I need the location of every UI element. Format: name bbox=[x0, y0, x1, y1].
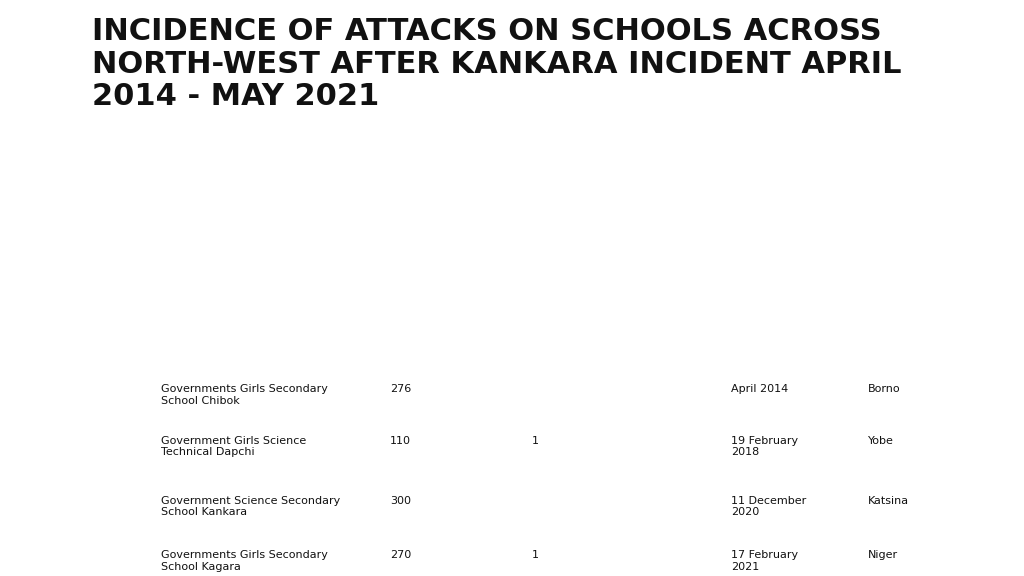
Text: 270: 270 bbox=[390, 550, 412, 560]
Text: 4: 4 bbox=[127, 550, 133, 560]
Text: 1: 1 bbox=[127, 384, 133, 395]
Text: Governments Girls Secondary
School Chibok: Governments Girls Secondary School Chibo… bbox=[161, 384, 328, 406]
Text: VICTIMS: VICTIMS bbox=[161, 353, 203, 362]
Text: INCIDENCE OF ATTACKS ON SCHOOLS ACROSS
NORTH-WEST AFTER KANKARA INCIDENT APRIL
2: INCIDENCE OF ATTACKS ON SCHOOLS ACROSS N… bbox=[92, 17, 902, 111]
Text: Year /Month: Year /Month bbox=[735, 353, 796, 362]
Text: S/
N: S/ N bbox=[122, 348, 131, 367]
Text: April 2014: April 2014 bbox=[731, 384, 788, 395]
Text: 17 February
2021: 17 February 2021 bbox=[731, 550, 798, 572]
Text: Borno: Borno bbox=[867, 384, 900, 395]
Text: Governments Girls Secondary
School Kagara: Governments Girls Secondary School Kagar… bbox=[161, 550, 328, 572]
Text: Yobe: Yobe bbox=[867, 436, 894, 446]
Text: CASUALITIES: CASUALITIES bbox=[532, 353, 598, 362]
Text: 276: 276 bbox=[390, 384, 412, 395]
Text: Niger: Niger bbox=[867, 550, 898, 560]
Text: 110: 110 bbox=[390, 436, 411, 446]
Text: 19 February
2018: 19 February 2018 bbox=[731, 436, 798, 457]
Text: 2: 2 bbox=[127, 436, 133, 446]
Text: 3: 3 bbox=[127, 495, 133, 506]
Text: Katsina: Katsina bbox=[867, 495, 908, 506]
Text: 300: 300 bbox=[390, 495, 411, 506]
Text: Government Science Secondary
School Kankara: Government Science Secondary School Kank… bbox=[161, 495, 340, 517]
Text: 1: 1 bbox=[531, 436, 539, 446]
Text: 1: 1 bbox=[531, 550, 539, 560]
Text: NUMBER ABDUCTED: NUMBER ABDUCTED bbox=[394, 353, 496, 362]
Text: STATE: STATE bbox=[873, 353, 903, 362]
Text: Government Girls Science
Technical Dapchi: Government Girls Science Technical Dapch… bbox=[161, 436, 306, 457]
Text: 11 December
2020: 11 December 2020 bbox=[731, 495, 806, 517]
